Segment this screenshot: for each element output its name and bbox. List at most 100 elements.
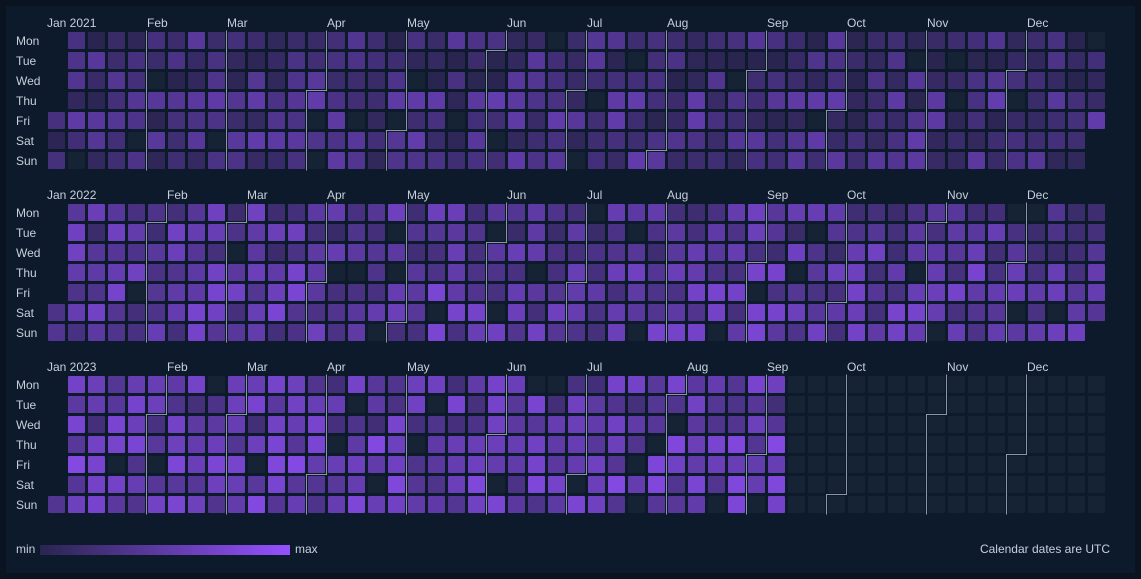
day-cell[interactable] (808, 264, 825, 281)
day-cell[interactable] (928, 92, 945, 109)
day-cell[interactable] (488, 264, 505, 281)
day-cell[interactable] (268, 52, 285, 69)
day-cell[interactable] (1068, 496, 1085, 513)
day-cell[interactable] (648, 396, 665, 413)
day-cell[interactable] (308, 496, 325, 513)
day-cell[interactable] (128, 436, 145, 453)
day-cell[interactable] (548, 112, 565, 129)
day-cell[interactable] (228, 224, 245, 241)
day-cell[interactable] (308, 72, 325, 89)
day-cell[interactable] (428, 436, 445, 453)
day-cell[interactable] (88, 264, 105, 281)
day-cell[interactable] (968, 496, 985, 513)
day-cell[interactable] (828, 224, 845, 241)
day-cell[interactable] (268, 224, 285, 241)
day-cell[interactable] (88, 92, 105, 109)
day-cell[interactable] (728, 416, 745, 433)
day-cell[interactable] (68, 496, 85, 513)
day-cell[interactable] (448, 112, 465, 129)
day-cell[interactable] (1088, 416, 1105, 433)
day-cell[interactable] (1048, 496, 1065, 513)
day-cell[interactable] (668, 72, 685, 89)
day-cell[interactable] (88, 376, 105, 393)
day-cell[interactable] (668, 152, 685, 169)
day-cell[interactable] (328, 476, 345, 493)
day-cell[interactable] (848, 496, 865, 513)
day-cell[interactable] (668, 92, 685, 109)
day-cell[interactable] (768, 376, 785, 393)
day-cell[interactable] (608, 244, 625, 261)
day-cell[interactable] (1028, 224, 1045, 241)
day-cell[interactable] (1048, 436, 1065, 453)
day-cell[interactable] (688, 132, 705, 149)
day-cell[interactable] (1048, 32, 1065, 49)
day-cell[interactable] (448, 244, 465, 261)
day-cell[interactable] (228, 496, 245, 513)
day-cell[interactable] (448, 224, 465, 241)
day-cell[interactable] (888, 284, 905, 301)
day-cell[interactable] (728, 324, 745, 341)
day-cell[interactable] (1028, 152, 1045, 169)
day-cell[interactable] (208, 244, 225, 261)
day-cell[interactable] (408, 284, 425, 301)
day-cell[interactable] (568, 324, 585, 341)
day-cell[interactable] (628, 72, 645, 89)
day-cell[interactable] (528, 132, 545, 149)
day-cell[interactable] (568, 496, 585, 513)
day-cell[interactable] (508, 284, 525, 301)
day-cell[interactable] (168, 244, 185, 261)
day-cell[interactable] (588, 456, 605, 473)
day-cell[interactable] (188, 92, 205, 109)
day-cell[interactable] (928, 32, 945, 49)
day-cell[interactable] (408, 304, 425, 321)
day-cell[interactable] (908, 112, 925, 129)
day-cell[interactable] (748, 436, 765, 453)
day-cell[interactable] (688, 436, 705, 453)
day-cell[interactable] (808, 32, 825, 49)
day-cell[interactable] (108, 32, 125, 49)
day-cell[interactable] (768, 92, 785, 109)
day-cell[interactable] (108, 304, 125, 321)
day-cell[interactable] (608, 476, 625, 493)
day-cell[interactable] (528, 204, 545, 221)
day-cell[interactable] (548, 436, 565, 453)
day-cell[interactable] (348, 264, 365, 281)
day-cell[interactable] (368, 204, 385, 221)
day-cell[interactable] (948, 72, 965, 89)
day-cell[interactable] (708, 476, 725, 493)
day-cell[interactable] (368, 396, 385, 413)
day-cell[interactable] (768, 52, 785, 69)
day-cell[interactable] (708, 72, 725, 89)
day-cell[interactable] (268, 132, 285, 149)
day-cell[interactable] (388, 92, 405, 109)
day-cell[interactable] (1008, 456, 1025, 473)
day-cell[interactable] (948, 152, 965, 169)
day-cell[interactable] (848, 32, 865, 49)
day-cell[interactable] (128, 132, 145, 149)
day-cell[interactable] (848, 204, 865, 221)
day-cell[interactable] (188, 304, 205, 321)
day-cell[interactable] (148, 376, 165, 393)
day-cell[interactable] (348, 456, 365, 473)
day-cell[interactable] (1048, 224, 1065, 241)
day-cell[interactable] (568, 416, 585, 433)
day-cell[interactable] (368, 132, 385, 149)
day-cell[interactable] (848, 264, 865, 281)
day-cell[interactable] (588, 204, 605, 221)
day-cell[interactable] (1028, 476, 1045, 493)
day-cell[interactable] (928, 396, 945, 413)
day-cell[interactable] (828, 264, 845, 281)
day-cell[interactable] (608, 264, 625, 281)
day-cell[interactable] (268, 72, 285, 89)
day-cell[interactable] (548, 152, 565, 169)
day-cell[interactable] (528, 112, 545, 129)
day-cell[interactable] (208, 436, 225, 453)
day-cell[interactable] (1088, 264, 1105, 281)
day-cell[interactable] (868, 32, 885, 49)
day-cell[interactable] (788, 152, 805, 169)
day-cell[interactable] (228, 92, 245, 109)
day-cell[interactable] (1048, 244, 1065, 261)
day-cell[interactable] (248, 72, 265, 89)
day-cell[interactable] (768, 324, 785, 341)
day-cell[interactable] (368, 264, 385, 281)
